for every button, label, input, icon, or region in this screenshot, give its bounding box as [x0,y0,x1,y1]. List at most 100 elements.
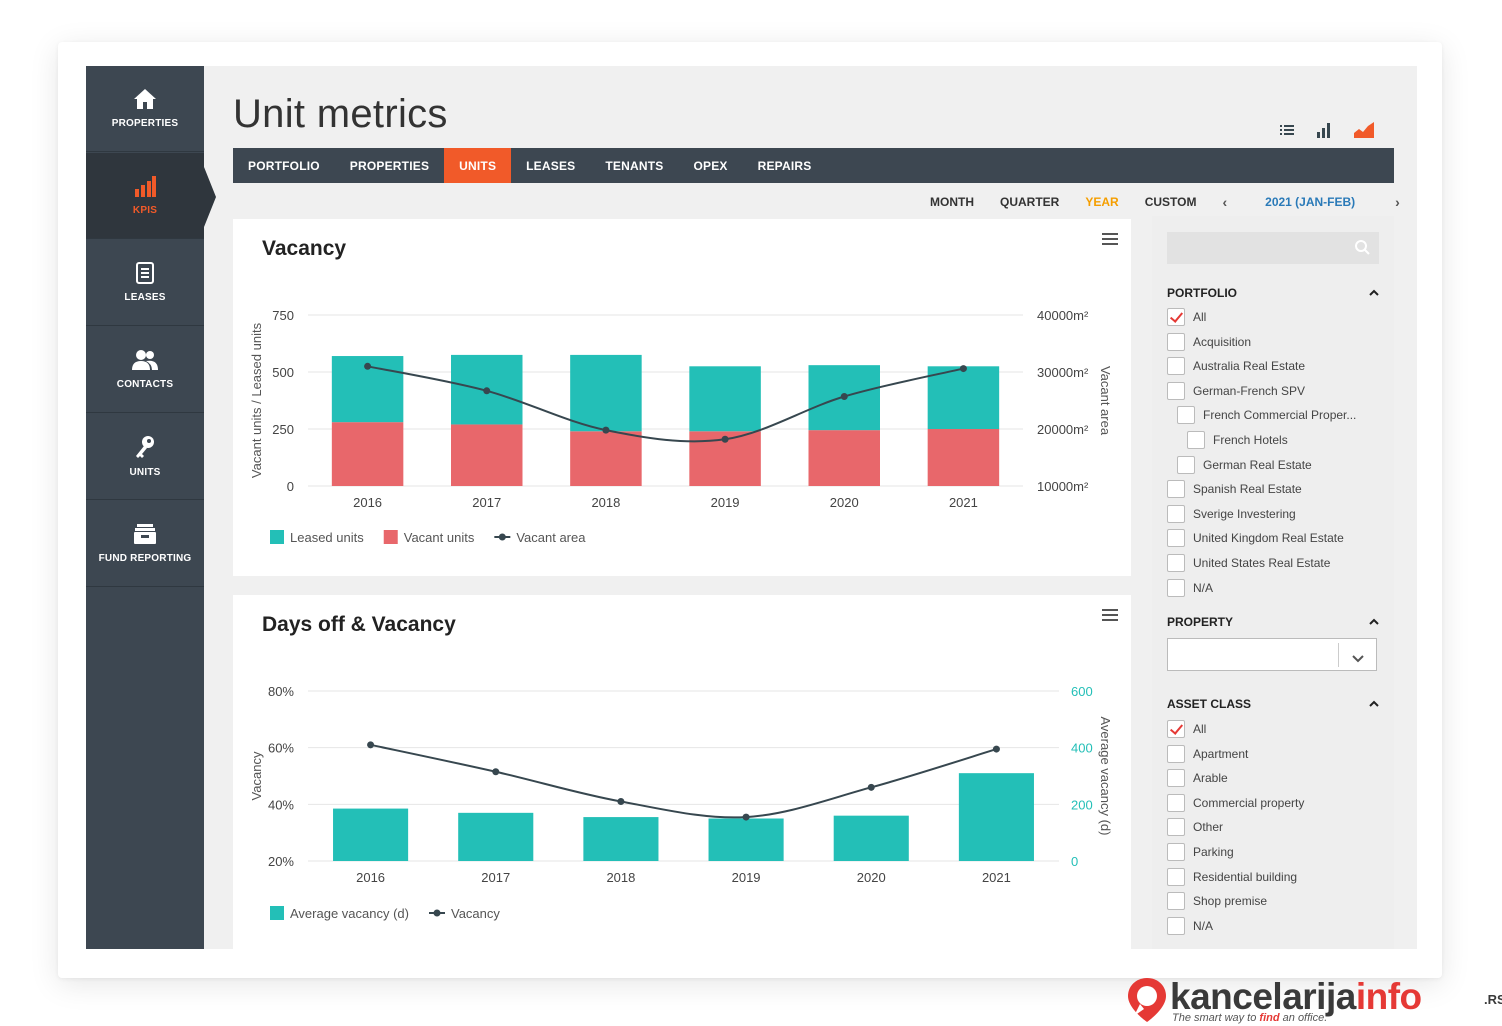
search-input[interactable] [1167,232,1379,264]
period-range[interactable]: 2021 (JAN-FEB) [1265,195,1356,209]
portfolio-checkbox-row[interactable]: Spanish Real Estate [1167,480,1302,499]
y-right-tick-label: 200 [1071,797,1093,812]
portfolio-checkbox-row[interactable]: All [1167,308,1206,326]
checkbox[interactable] [1167,332,1185,351]
portfolio-checkbox-row[interactable]: Australia Real Estate [1167,357,1305,376]
checkbox[interactable] [1167,793,1185,812]
period-quarter[interactable]: QUARTER [1000,195,1060,209]
checkbox[interactable] [1167,529,1185,548]
tab-portfolio[interactable]: PORTFOLIO [248,158,320,173]
portfolio-checkbox-row[interactable]: Acquisition [1167,332,1251,351]
checkbox[interactable] [1167,720,1185,738]
asset-class-checkbox-row[interactable]: Other [1167,818,1223,837]
checkbox[interactable] [1167,480,1185,499]
checkbox[interactable] [1167,308,1185,326]
line-point [492,768,500,776]
page-title: Unit metrics [233,92,448,136]
x-tick-label: 2017 [481,870,510,885]
period-year[interactable]: YEAR [1085,195,1119,209]
asset-class-checkbox-row[interactable]: Residential building [1167,867,1297,886]
checkbox[interactable] [1167,554,1185,572]
legend-label: Vacant area [516,530,586,545]
chevron-right-icon[interactable]: › [1395,194,1400,210]
tab-tenants[interactable]: TENANTS [605,158,664,173]
checkbox[interactable] [1167,744,1185,763]
asset-class-checkbox-row[interactable]: Apartment [1167,744,1248,763]
portfolio-checkbox-row[interactable]: German-French SPV [1167,381,1306,400]
chevron-up-icon [1369,289,1379,296]
checkbox-label: German-French SPV [1193,383,1306,398]
sidebar-item-label: UNITS [129,467,161,478]
section-title: PROPERTY [1167,615,1234,629]
checkbox[interactable] [1187,431,1205,449]
checkbox[interactable] [1167,578,1185,597]
sidebar-item-fund-reporting[interactable]: FUND REPORTING [86,501,204,587]
legend-swatch-dot [433,909,441,917]
checkbox[interactable] [1167,843,1185,861]
checkbox[interactable] [1167,769,1185,788]
period-month[interactable]: MONTH [930,195,974,209]
asset-class-checkbox-row[interactable]: Shop premise [1167,892,1267,911]
chevron-up-icon [1369,700,1379,707]
tab-repairs[interactable]: REPAIRS [757,158,812,173]
sidebar-item-label: KPIS [132,205,158,216]
portfolio-checkbox-row[interactable]: French Hotels [1187,431,1288,449]
asset-class-checkbox-row[interactable]: All [1167,720,1206,738]
portfolio-section-header[interactable]: PORTFOLIO [1167,286,1379,300]
portfolio-checkbox-row[interactable]: United Kingdom Real Estate [1167,529,1344,548]
y-axis-right-title: Vacant area [1098,366,1113,436]
checkbox[interactable] [1167,818,1185,837]
line-point [840,393,848,401]
checkbox-label: United Kingdom Real Estate [1193,531,1344,546]
checkbox[interactable] [1167,892,1185,911]
legend-label: Leased units [290,530,364,545]
chevron-left-icon[interactable]: ‹ [1222,194,1228,210]
series-line [367,365,964,443]
portfolio-checkbox-row[interactable]: United States Real Estate [1167,554,1330,572]
chevron-up-icon [1369,618,1379,625]
sidebar-item-properties[interactable]: PROPERTIES [86,66,204,152]
sidebar-item-kpis[interactable]: KPIS [86,153,216,239]
list-icon[interactable] [1280,124,1294,136]
x-tick-label: 2020 [857,870,886,885]
asset-class-checkbox-row[interactable]: Arable [1167,769,1228,788]
y-tick-label: 40% [268,797,294,812]
sidebar-item-leases[interactable]: LEASES [86,240,204,326]
section-tabs: PORTFOLIO PROPERTIES UNITS LEASES TENANT… [233,148,1394,183]
asset-class-checkbox-row[interactable]: N/A [1167,916,1213,935]
tab-units[interactable]: UNITS [444,148,512,183]
sidebar-item-label: FUND REPORTING [98,553,192,564]
portfolio-checkbox-row[interactable]: Sverige Investering [1167,504,1296,523]
checkbox[interactable] [1167,867,1185,886]
main-sidebar: PROPERTIES KPIS LEASES CONTACTS UNITS [86,66,216,949]
tab-opex[interactable]: OPEX [693,158,728,173]
period-custom[interactable]: CUSTOM [1144,195,1197,209]
menu-icon[interactable] [1102,609,1118,622]
checkbox[interactable] [1167,504,1185,523]
checkbox[interactable] [1167,916,1185,935]
bar-average-vacancy-d- [833,815,909,861]
legend-swatch [383,530,398,544]
sidebar-item-contacts[interactable]: CONTACTS [86,327,204,413]
checkbox[interactable] [1167,357,1185,376]
menu-icon[interactable] [1102,233,1118,246]
checkbox[interactable] [1167,381,1185,400]
property-section-header[interactable]: PROPERTY [1167,615,1379,629]
bar-chart-icon[interactable] [1316,122,1332,138]
asset-class-section-header[interactable]: ASSET CLASS [1167,697,1379,711]
sidebar-item-units[interactable]: UNITS [86,414,204,500]
area-chart-icon[interactable] [1354,122,1374,138]
property-select[interactable] [1167,638,1377,671]
tab-properties[interactable]: PROPERTIES [349,158,430,173]
checkbox[interactable] [1177,455,1195,474]
tab-leases[interactable]: LEASES [526,158,576,173]
portfolio-checkbox-row[interactable]: N/A [1167,578,1213,597]
bar-vacant-units [927,429,1000,486]
portfolio-checkbox-row[interactable]: German Real Estate [1177,455,1312,474]
checkbox[interactable] [1177,406,1195,425]
legend-swatch [270,906,284,920]
asset-class-checkbox-row[interactable]: Commercial property [1167,793,1304,812]
portfolio-checkbox-row[interactable]: French Commercial Proper... [1177,406,1356,425]
asset-class-checkbox-row[interactable]: Parking [1167,843,1234,861]
search-field[interactable] [1167,232,1379,264]
